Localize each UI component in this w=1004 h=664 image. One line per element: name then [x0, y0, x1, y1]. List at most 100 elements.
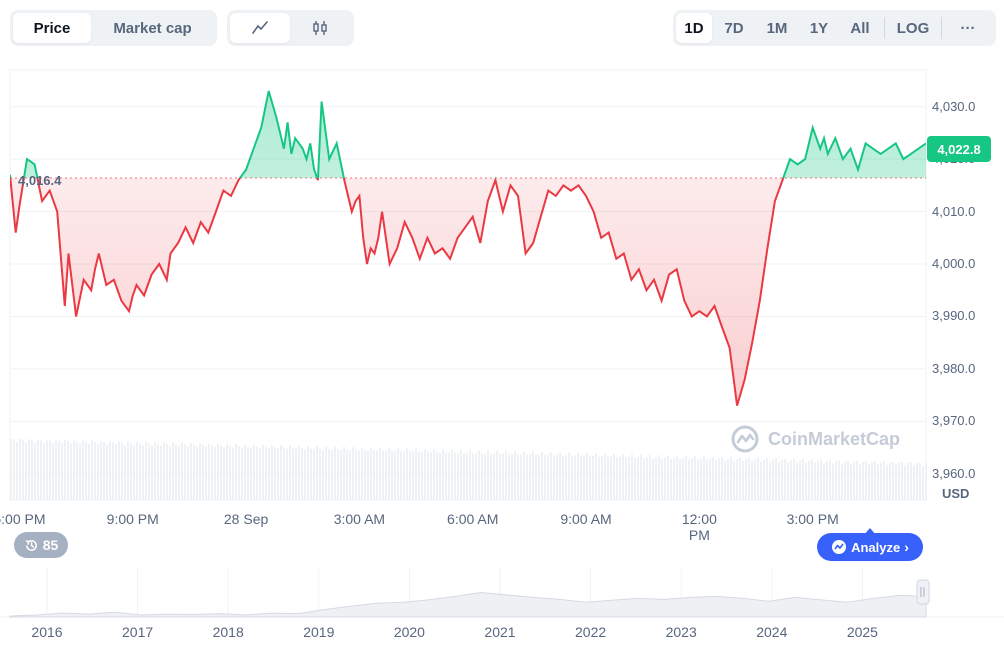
volume-bar: [664, 457, 666, 500]
volume-bar: [760, 461, 762, 500]
volume-bar: [496, 450, 498, 500]
volume-bar: [646, 457, 648, 500]
volume-bar: [499, 453, 501, 500]
volume-bar: [637, 456, 639, 500]
history-badge[interactable]: 85: [14, 532, 68, 558]
timeline-year-label: 2021: [484, 624, 516, 640]
timeline-navigator[interactable]: [0, 568, 1004, 618]
tab-market-cap[interactable]: Market cap: [113, 19, 192, 37]
volume-bar: [451, 449, 453, 500]
volume-bar: [568, 452, 570, 500]
area-below-baseline: [10, 178, 784, 406]
volume-bar: [784, 458, 786, 500]
volume-bar: [550, 452, 552, 500]
volume-bar: [904, 465, 906, 500]
volume-bar: [292, 447, 294, 500]
timeline-year-label: 2025: [846, 624, 878, 640]
volume-bar: [385, 451, 387, 500]
x-tick-label: 3:00 AM: [333, 511, 386, 527]
volume-bar: [868, 464, 870, 500]
volume-bar: [223, 447, 225, 500]
volume-bar: [769, 461, 771, 500]
currency-label: USD: [942, 486, 970, 501]
volume-bar: [742, 460, 744, 500]
history-icon: [25, 539, 37, 551]
volume-bar: [805, 462, 807, 500]
volume-bar: [841, 463, 843, 500]
volume-bar: [136, 441, 138, 500]
more-options-button[interactable]: ···: [960, 19, 976, 37]
range-1d[interactable]: 1D: [676, 13, 712, 43]
range-all[interactable]: All: [850, 19, 870, 37]
volume-bar: [118, 441, 120, 500]
range-7d[interactable]: 7D: [724, 19, 744, 37]
timeline-year-label: 2020: [393, 624, 425, 640]
volume-bar: [622, 454, 624, 500]
volume-bar: [562, 455, 564, 500]
volume-bar: [328, 448, 330, 500]
current-price-badge: 4,022.8: [927, 136, 991, 162]
volume-bar: [70, 443, 72, 500]
volume-bar: [892, 461, 894, 500]
volume-bar: [229, 445, 231, 500]
volume-bar: [406, 448, 408, 500]
volume-bar: [871, 462, 873, 500]
volume-bar: [817, 460, 819, 500]
volume-bar: [751, 461, 753, 500]
volume-bar: [409, 451, 411, 500]
y-tick-label: 4,030.0: [932, 98, 976, 114]
volume-bar: [373, 450, 375, 500]
volume-bar: [208, 443, 210, 500]
analyze-button[interactable]: Analyze ›: [817, 533, 923, 561]
volume-bar: [439, 452, 441, 500]
volume-bar: [796, 462, 798, 500]
range-1y[interactable]: 1Y: [809, 19, 829, 37]
volume-bar: [289, 445, 291, 500]
volume-bar: [652, 458, 654, 500]
volume-bar: [808, 460, 810, 500]
volume-bar: [370, 447, 372, 500]
volume-bar: [718, 458, 720, 500]
volume-bar: [190, 442, 192, 500]
volume-bar: [661, 458, 663, 500]
volume-bar: [715, 460, 717, 500]
volume-bar: [55, 439, 57, 500]
price-line-down: [10, 178, 785, 406]
volume-bar: [799, 460, 801, 500]
line-chart-button[interactable]: [230, 13, 290, 43]
volume-bar: [601, 456, 603, 500]
log-button[interactable]: LOG: [896, 19, 930, 37]
volume-bar: [511, 453, 513, 500]
volume-bar: [913, 465, 915, 500]
volume-bar: [427, 451, 429, 500]
volume-bar: [424, 448, 426, 500]
volume-bar: [10, 438, 12, 500]
volume-bar: [463, 452, 465, 500]
volume-bar: [460, 449, 462, 500]
volume-bar: [415, 448, 417, 500]
tab-price[interactable]: Price: [13, 13, 91, 43]
volume-bar: [361, 447, 363, 500]
volume-bar: [793, 458, 795, 500]
volume-bar: [613, 453, 615, 500]
candlestick-button[interactable]: [290, 13, 350, 43]
volume-bar: [877, 464, 879, 500]
timeline-handle[interactable]: [916, 579, 930, 605]
volume-bar: [589, 456, 591, 500]
volume-bar: [919, 462, 921, 500]
volume-bar: [142, 445, 144, 500]
volume-bar: [307, 445, 309, 500]
volume-bar: [559, 452, 561, 500]
range-1m[interactable]: 1M: [766, 19, 788, 37]
volume-bar: [244, 444, 246, 500]
volume-bar: [268, 448, 270, 500]
volume-bar: [394, 451, 396, 500]
timeline-year-label: 2017: [122, 624, 154, 640]
volume-bar: [193, 444, 195, 500]
volume-bar: [475, 453, 477, 500]
volume-bar: [130, 442, 132, 500]
volume-bar: [625, 457, 627, 500]
volume-bar: [667, 455, 669, 500]
volume-bar: [628, 456, 630, 500]
